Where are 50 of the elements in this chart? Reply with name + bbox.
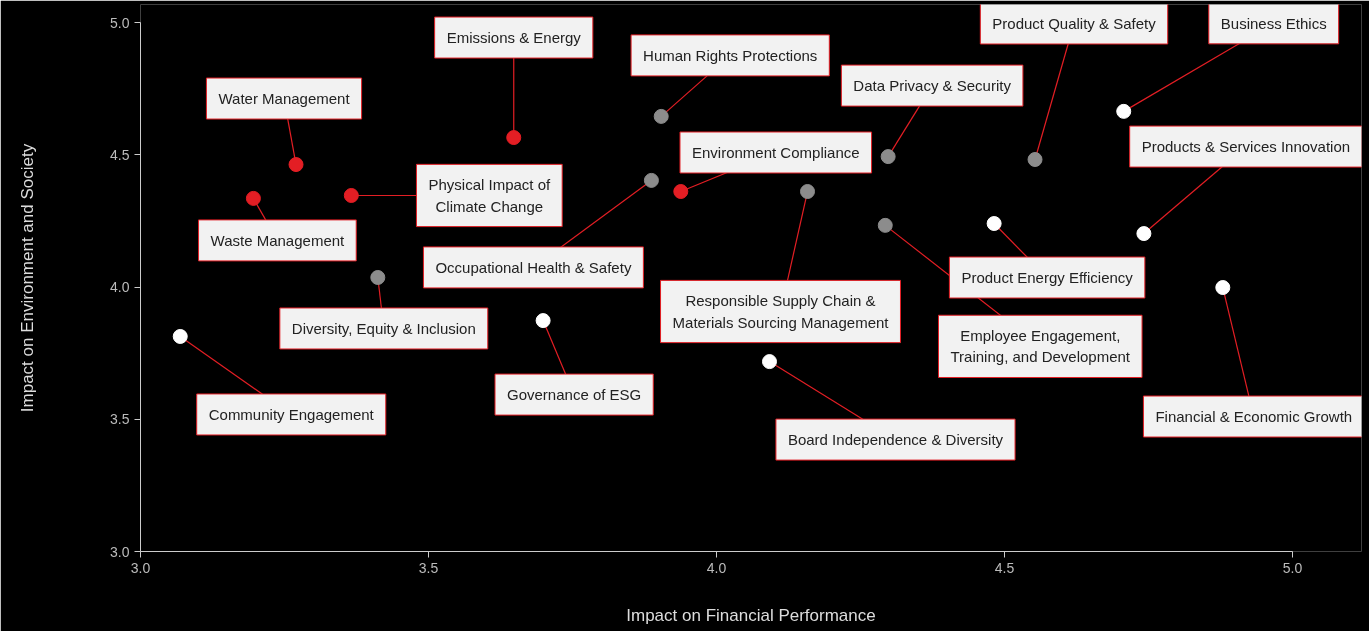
annotation: Employee Engagement, Training, and Development: [950, 327, 1131, 366]
annotation: Environment Compliance: [692, 144, 860, 162]
point: [288, 157, 304, 173]
y-tick-label: 5.0: [110, 14, 130, 31]
y-tick-label: 3.0: [110, 543, 130, 560]
x-tick-label: 4.0: [706, 559, 727, 576]
annotation: Emissions & Energy: [446, 29, 582, 47]
x-tick-label: 3.5: [418, 559, 439, 576]
annotation: Board Independence & Diversity: [787, 431, 1004, 449]
point: [673, 184, 689, 199]
point: [506, 130, 522, 146]
annotation: Physical Impact of Climate Change: [428, 176, 552, 215]
annotation: Business Ethics: [1220, 14, 1327, 32]
annotation: Water Management: [218, 90, 351, 108]
annotation: Community Engagement: [208, 405, 375, 423]
y-tick-label: 4.5: [110, 146, 130, 163]
annotation: Human Rights Protections: [643, 46, 818, 64]
point: [877, 217, 893, 233]
point: [1116, 103, 1132, 119]
point: [172, 328, 188, 344]
annotation: Product Quality & Safety: [992, 15, 1157, 33]
point: [1136, 226, 1152, 242]
x-tick-label: 5.0: [1282, 559, 1303, 576]
point: [653, 108, 669, 124]
annotation: Waste Management: [210, 231, 346, 249]
point: [343, 188, 359, 203]
point: [986, 216, 1002, 232]
y-axis-title: Impact on Environment and Society: [18, 143, 38, 413]
point: [370, 269, 386, 285]
point: [1027, 152, 1043, 167]
annotation: Data Privacy & Security: [853, 77, 1012, 95]
annotation: Occupational Health & Safety: [435, 258, 632, 276]
point: [643, 172, 659, 188]
x-axis-title: Impact on Financial Performance: [626, 605, 876, 625]
annotation: Governance of ESG: [507, 386, 642, 404]
point: [535, 313, 551, 329]
x-tick-label: 4.5: [994, 559, 1015, 576]
point: [1215, 280, 1231, 296]
point: [800, 184, 816, 199]
annotation: Financial & Economic Growth: [1155, 408, 1353, 426]
point: [245, 190, 261, 206]
annotation: Responsible Supply Chain & Materials Sourcing Management: [672, 292, 890, 331]
annotation: Diversity, Equity & Inclusion: [291, 319, 476, 337]
annotation: Products & Services Innovation: [1141, 138, 1351, 156]
x-tick-label: 3.0: [130, 559, 151, 576]
annotation: Product Energy Efficiency: [961, 269, 1134, 287]
point: [880, 149, 896, 165]
point: [761, 354, 777, 370]
y-tick-label: 3.5: [110, 411, 130, 428]
y-tick-label: 4.0: [110, 279, 130, 295]
